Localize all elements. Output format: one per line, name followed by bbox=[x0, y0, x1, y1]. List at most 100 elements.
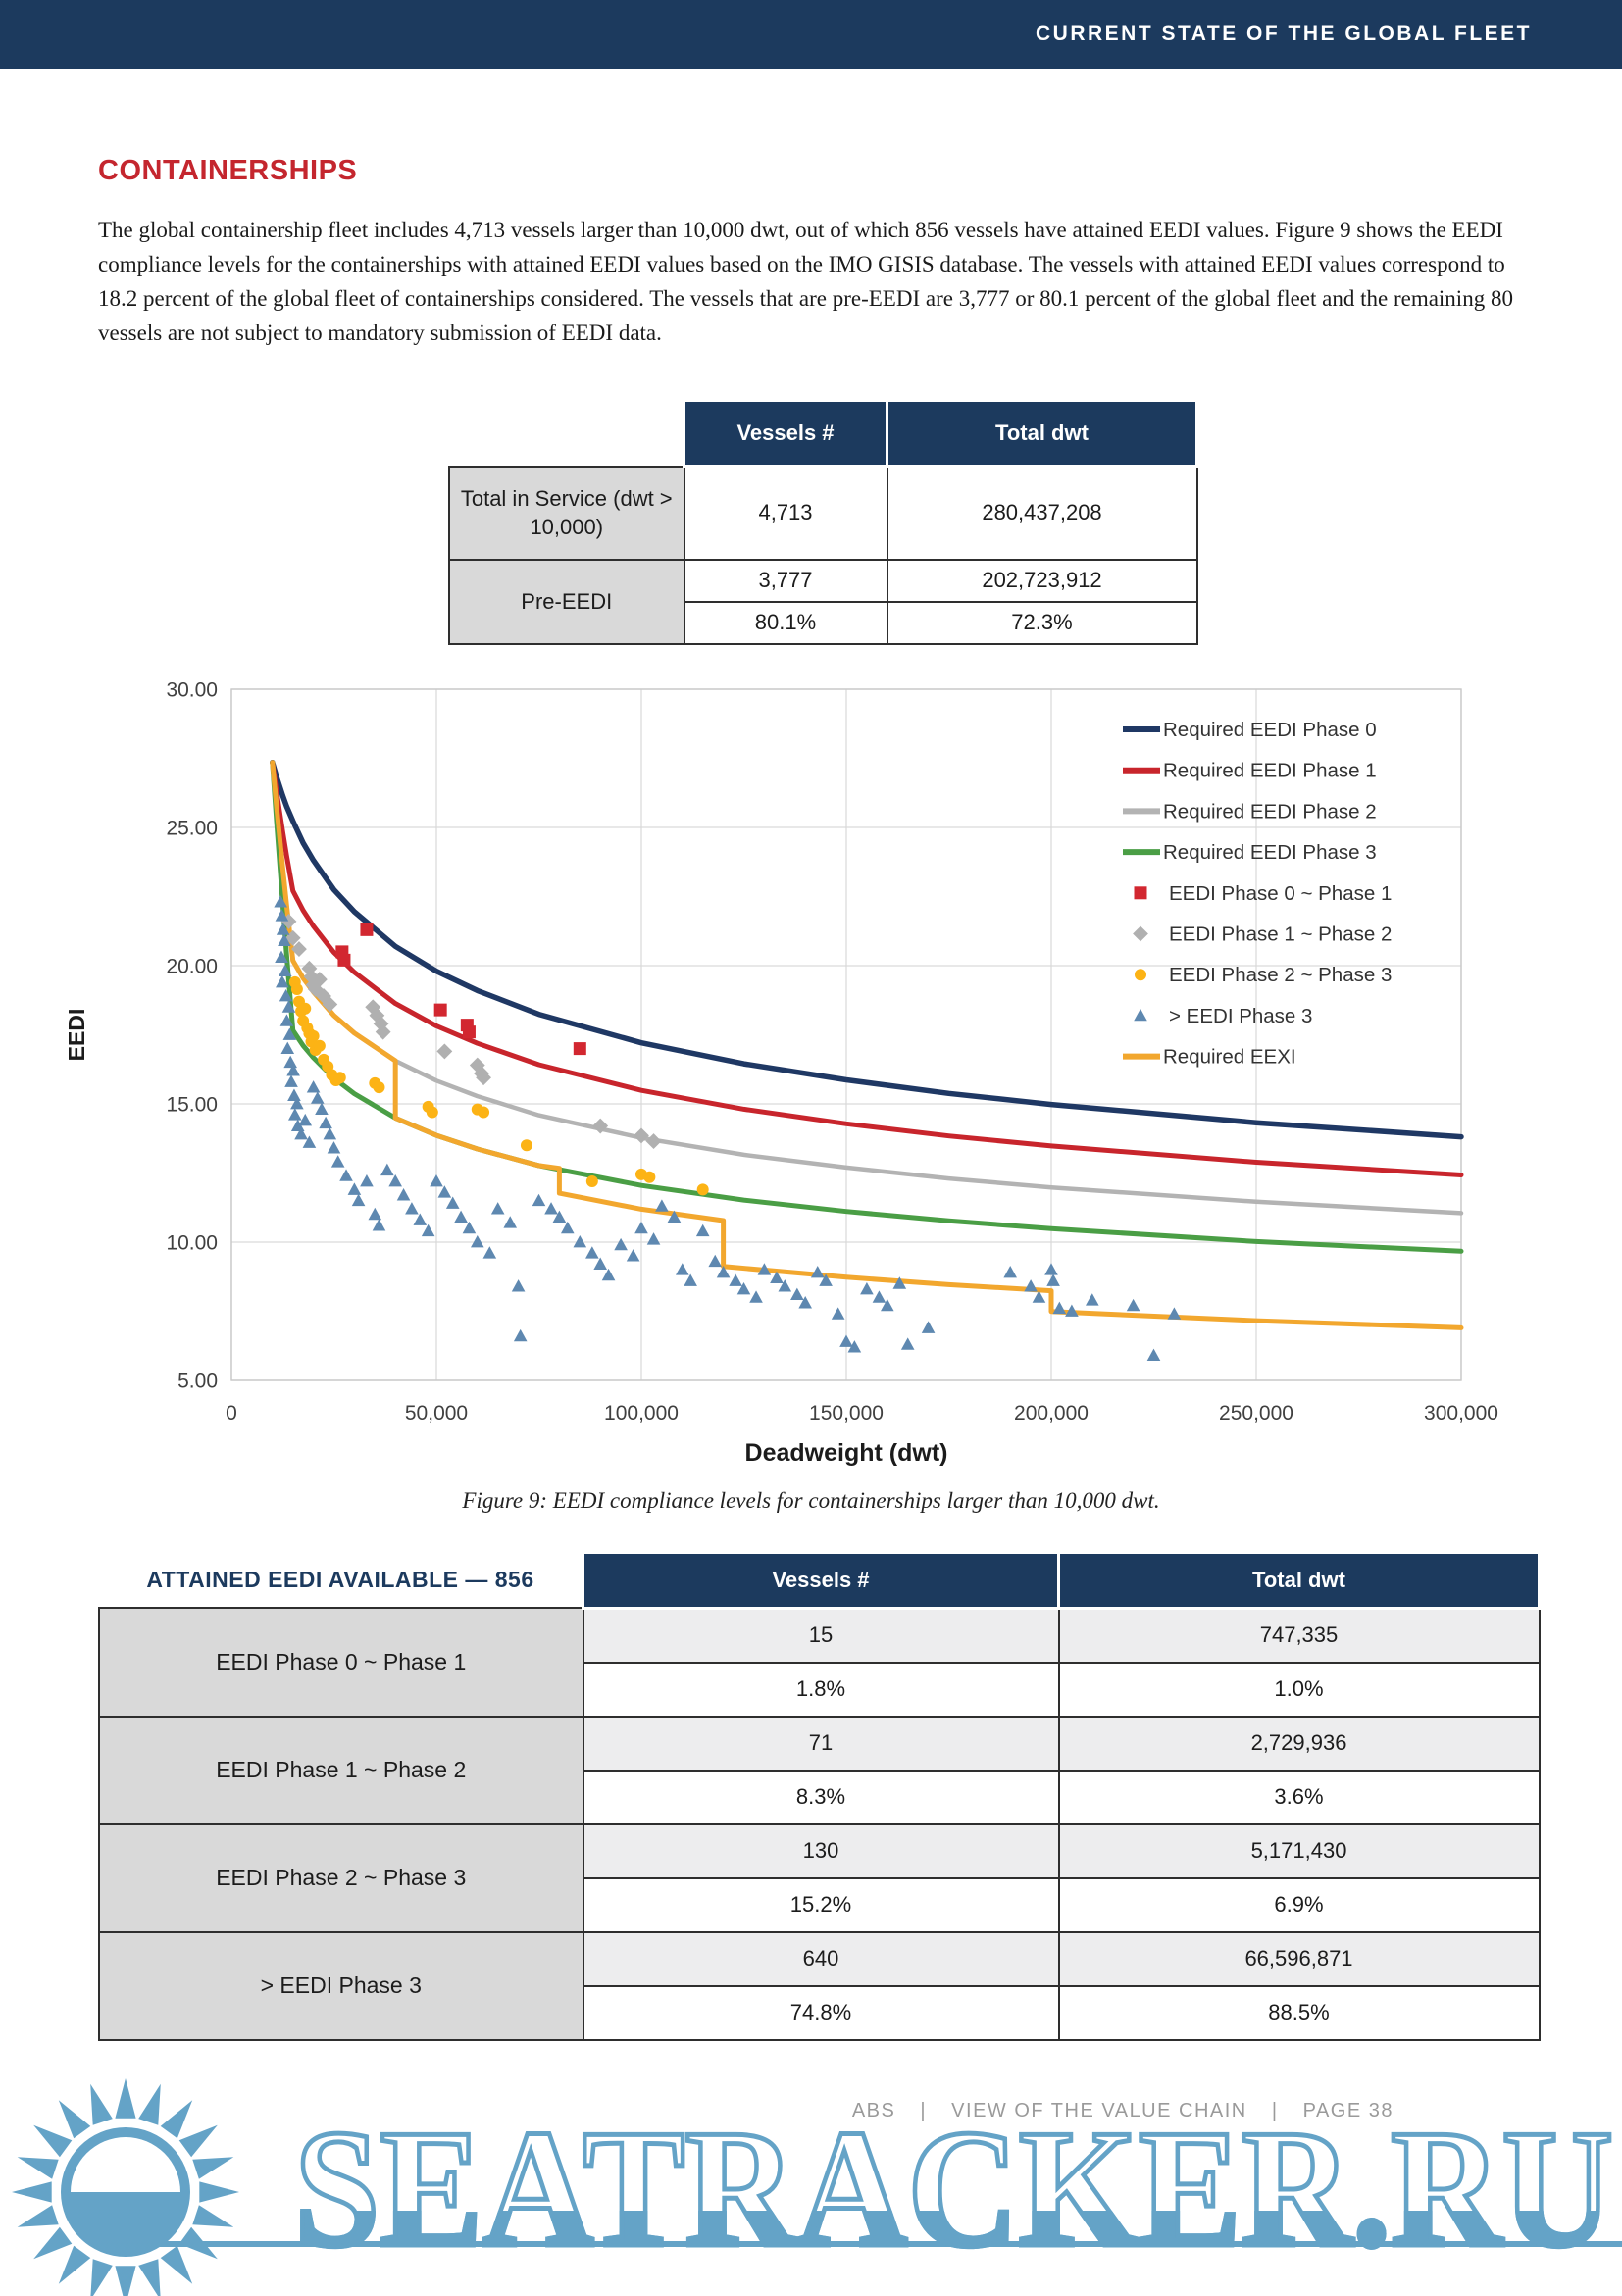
marker-square bbox=[462, 1024, 476, 1038]
marker-triangle bbox=[1167, 1306, 1182, 1320]
sun-ray-icon bbox=[178, 2124, 218, 2158]
marker-circle bbox=[585, 1174, 598, 1187]
marker-triangle bbox=[757, 1262, 772, 1275]
table-cell: 5,171,430 bbox=[1057, 1822, 1541, 1879]
x-tick-label: 100,000 bbox=[604, 1402, 679, 1424]
sun-ray-icon bbox=[115, 2078, 136, 2119]
marker-triangle bbox=[1032, 1289, 1046, 1303]
marker-diamond bbox=[592, 1118, 609, 1133]
table-cell: 130 bbox=[582, 1822, 1060, 1879]
table-row: 74.8% 88.5% bbox=[99, 1984, 1541, 2041]
marker-triangle bbox=[560, 1221, 575, 1233]
x-tick-label: 200,000 bbox=[1014, 1402, 1089, 1424]
marker-triangle bbox=[339, 1168, 353, 1181]
sun-ray-icon bbox=[138, 2259, 161, 2296]
marker-triangle bbox=[462, 1221, 477, 1233]
marker-triangle bbox=[1065, 1304, 1079, 1317]
marker-circle bbox=[333, 1071, 346, 1083]
chart-line bbox=[270, 759, 1464, 1139]
marker-triangle bbox=[396, 1187, 411, 1200]
marker-triangle bbox=[482, 1245, 497, 1259]
legend-label: EEDI Phase 2 ~ Phase 3 bbox=[1169, 964, 1392, 986]
marker-square bbox=[360, 923, 374, 936]
table-cell: 4,713 bbox=[683, 465, 888, 561]
footer-page-number: PAGE 38 bbox=[1302, 2100, 1394, 2121]
marker-triangle bbox=[532, 1193, 546, 1206]
table-cell: 71 bbox=[582, 1715, 1060, 1772]
eedi-chart: 5.00 10.00 15.00 20.00 25.00 30.00 0 50,000 100,… bbox=[0, 645, 1622, 1478]
marker-triangle bbox=[347, 1181, 362, 1195]
table-row: > EEDI Phase 3 640 66,596,871 bbox=[98, 1930, 1541, 2041]
marker-triangle bbox=[1024, 1278, 1038, 1292]
marker-circle bbox=[307, 1029, 320, 1042]
marker-triangle bbox=[306, 1079, 321, 1092]
marker-triangle bbox=[770, 1271, 784, 1283]
marker-triangle bbox=[294, 1126, 308, 1139]
marker-diamond bbox=[645, 1132, 662, 1149]
marker-triangle bbox=[634, 1221, 648, 1233]
marker-triangle bbox=[286, 1063, 300, 1076]
page-title: CONTAINERSHIPS bbox=[98, 155, 358, 186]
footer-title: VIEW OF THE VALUE CHAIN bbox=[951, 2100, 1247, 2121]
legend-item: Required EEDI Phase 3 bbox=[1123, 841, 1377, 864]
scatter-series bbox=[274, 894, 1182, 1361]
table-row: Total in Service (dwt > 10,000) 4,713 28… bbox=[448, 465, 1198, 561]
marker-triangle bbox=[798, 1295, 812, 1308]
marker-triangle bbox=[1086, 1292, 1099, 1306]
marker-circle bbox=[1135, 968, 1146, 980]
table-cell: 8.3% bbox=[582, 1769, 1060, 1825]
row-label: EEDI Phase 0 ~ Phase 1 bbox=[98, 1607, 584, 1718]
footer-divider: | bbox=[920, 2100, 928, 2121]
marker-diamond bbox=[1133, 925, 1148, 941]
chart-line bbox=[270, 759, 1464, 1177]
legend-item: EEDI Phase 1 ~ Phase 2 bbox=[1133, 923, 1392, 945]
marker-triangle bbox=[819, 1273, 833, 1286]
sun-ray-icon bbox=[178, 2226, 218, 2260]
column-header-dwt: Total dwt bbox=[1057, 1550, 1541, 1610]
marker-triangle bbox=[646, 1231, 661, 1245]
x-tick-label: 250,000 bbox=[1219, 1402, 1293, 1424]
legend-label: Required EEDI Phase 0 bbox=[1163, 719, 1377, 741]
table-cell: 202,723,912 bbox=[886, 558, 1198, 603]
row-label: Pre-EEDI bbox=[448, 558, 685, 645]
header-bar: CURRENT STATE OF THE GLOBAL FLEET bbox=[0, 0, 1622, 69]
marker-triangle bbox=[298, 1113, 313, 1125]
marker-triangle bbox=[323, 1126, 337, 1139]
x-tick-label: 50,000 bbox=[405, 1402, 468, 1424]
sun-ray-icon bbox=[90, 2083, 113, 2125]
legend-item: > EEDI Phase 3 bbox=[1134, 1004, 1312, 1026]
marker-triangle bbox=[655, 1198, 669, 1212]
legend-item: EEDI Phase 0 ~ Phase 1 bbox=[1134, 881, 1392, 904]
marker-triangle bbox=[684, 1273, 697, 1286]
table-header-row: ATTAINED EEDI AVAILABLE — 856 Vessels # … bbox=[99, 1550, 1541, 1610]
marker-triangle bbox=[280, 1041, 295, 1054]
table-cell: 280,437,208 bbox=[886, 465, 1198, 561]
sun-dome-icon bbox=[71, 2137, 180, 2192]
marker-triangle bbox=[900, 1336, 915, 1350]
marker-triangle bbox=[380, 1163, 394, 1175]
marker-triangle bbox=[839, 1334, 853, 1347]
row-label: EEDI Phase 2 ~ Phase 3 bbox=[98, 1822, 584, 1933]
marker-square bbox=[573, 1041, 586, 1055]
marker-square bbox=[1134, 885, 1147, 899]
sun-ray-icon bbox=[17, 2157, 59, 2179]
marker-triangle bbox=[413, 1212, 428, 1225]
scatter-series bbox=[335, 923, 586, 1055]
marker-triangle bbox=[1134, 1008, 1147, 1021]
marker-triangle bbox=[601, 1268, 616, 1280]
table-cell: 88.5% bbox=[1057, 1984, 1541, 2041]
y-tick-label: 5.00 bbox=[177, 1370, 218, 1392]
sun-ray-icon bbox=[90, 2259, 113, 2296]
column-header-vessels: Vessels # bbox=[582, 1550, 1060, 1610]
marker-triangle bbox=[1052, 1301, 1067, 1314]
sun-ray-icon bbox=[199, 2181, 239, 2203]
marker-square bbox=[433, 1003, 447, 1017]
table-row: 80.1% 72.3% bbox=[449, 600, 1198, 645]
sun-ray-icon bbox=[160, 2100, 193, 2139]
x-axis-title: Deadweight (dwt) bbox=[745, 1439, 948, 1467]
row-label: EEDI Phase 1 ~ Phase 2 bbox=[98, 1715, 584, 1825]
table-row: Pre-EEDI 3,777 202,723,912 bbox=[448, 558, 1198, 645]
marker-triangle bbox=[279, 1013, 294, 1026]
marker-triangle bbox=[284, 1073, 298, 1087]
marker-triangle bbox=[421, 1223, 435, 1236]
